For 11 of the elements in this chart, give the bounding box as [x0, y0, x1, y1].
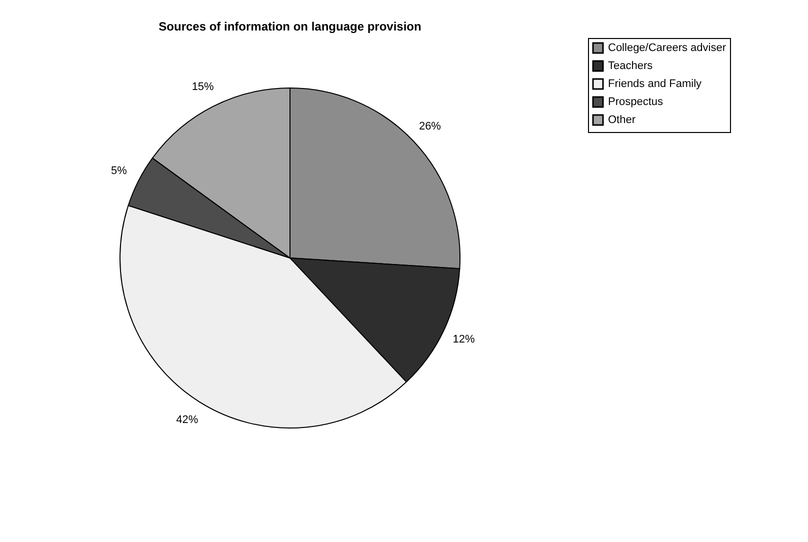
legend-label: Prospectus	[608, 96, 664, 108]
legend-label: Other	[608, 114, 636, 126]
data-label: 12%	[452, 334, 475, 346]
chart-title: Sources of information on language provision	[158, 20, 422, 34]
data-label: 15%	[192, 80, 214, 93]
legend-label: Teachers	[608, 60, 654, 72]
legend-label: College/Careers adviser	[608, 42, 726, 54]
data-label: 26%	[418, 120, 442, 133]
data-label: 42%	[176, 414, 198, 426]
legend-label: Friends and Family	[608, 78, 702, 90]
data-label: 5%	[110, 164, 128, 177]
